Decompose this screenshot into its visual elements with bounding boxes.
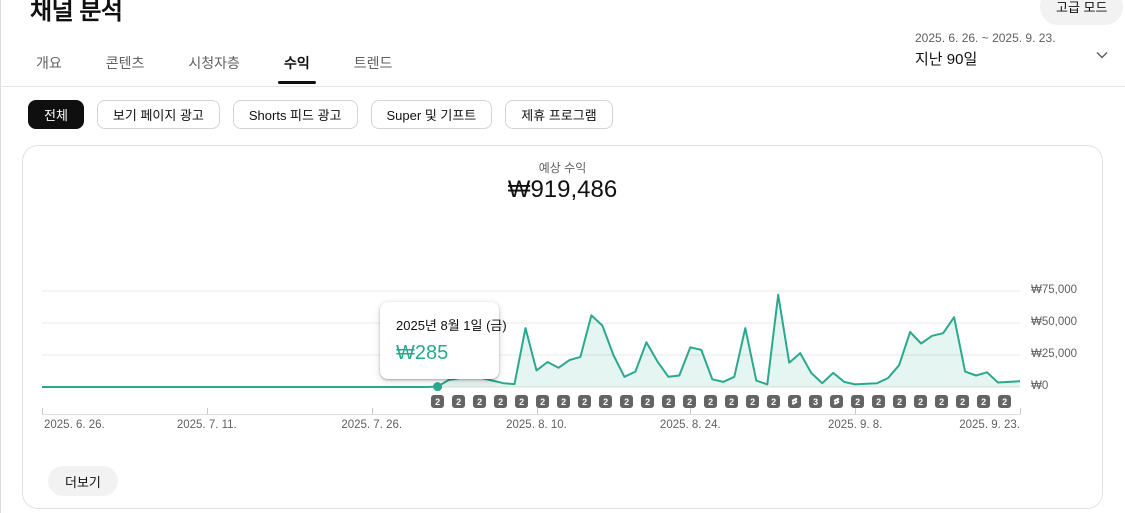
video-count-badge[interactable]: 2 [998,395,1012,408]
chevron-down-icon[interactable] [1092,45,1112,65]
video-count-badge[interactable]: 2 [641,395,655,408]
x-axis-label: 2025. 7. 11. [176,419,237,431]
x-axis-label: 2025. 7. 26. [341,419,403,431]
video-count-badge[interactable]: 2 [515,395,529,408]
see-more-button[interactable]: 더보기 [48,466,118,496]
x-axis-tick [42,408,43,414]
x-axis-label: 2025. 8. 24. [659,419,721,431]
tab-audience[interactable]: 시청자층 [188,55,240,71]
x-axis-tick [206,408,208,414]
video-count-badge[interactable]: 2 [599,395,613,408]
x-axis-label: 2025. 8. 10. [506,419,567,431]
video-count-badge[interactable]: 2 [620,395,634,408]
page-title: 채널 분석 [30,0,123,25]
x-axis-label: 2025. 9. 23. [959,419,1020,431]
video-count-badge[interactable]: 2 [683,395,697,408]
chart-card [22,145,1103,509]
video-count-badge[interactable]: 2 [977,395,991,408]
x-axis-line [42,414,1020,415]
video-count-badge[interactable]: 2 [935,395,949,408]
video-count-badge[interactable]: 2 [893,395,907,408]
video-count-badge[interactable]: 2 [746,395,760,408]
active-tab-underline [277,81,316,84]
x-axis-tick [690,408,692,414]
video-count-badge[interactable]: 2 [473,395,487,408]
video-count-badge[interactable]: 2 [578,395,592,408]
x-axis-tick [371,408,373,414]
tab-content[interactable]: 콘텐츠 [105,55,145,71]
highlighted-point[interactable] [433,382,443,392]
tooltip-value: ₩285 [396,342,449,364]
filter-chip-all[interactable]: 전체 [28,100,84,129]
page-left-border [0,0,1,513]
tooltip-date: 2025년 8월 1일 (금) [396,318,507,333]
video-count-badge[interactable]: 2 [536,395,550,408]
chart-line [42,293,1020,388]
date-range-text: 2025. 6. 26. ~ 2025. 9. 23. [915,31,1056,45]
video-count-badge[interactable]: 2 [956,395,970,408]
x-axis-tick [536,408,538,414]
filter-chip-shorts-feed-ads[interactable]: Shorts 피드 광고 [232,100,358,129]
filter-chip-affiliate[interactable]: 제휴 프로그램 [505,100,613,129]
y-axis-label: ₩0 [1031,380,1049,392]
shorts-icon[interactable] [830,395,844,408]
x-axis-tick [1020,408,1021,414]
video-count-badge[interactable]: 2 [662,395,676,408]
tab-revenue[interactable]: 수익 [262,40,332,86]
tab-trends[interactable]: 트렌드 [353,55,393,71]
video-count-badge[interactable]: 2 [452,395,466,408]
video-count-badge[interactable]: 2 [494,395,508,408]
tab-overview[interactable]: 개요 [36,55,62,71]
video-count-badge[interactable]: 2 [557,395,571,408]
y-axis-label: ₩25,000 [1031,348,1078,360]
video-count-badge[interactable]: 2 [431,395,445,408]
revenue-area-chart[interactable] [42,270,1020,414]
video-count-badge[interactable]: 2 [725,395,739,408]
video-count-badge[interactable]: 2 [704,395,718,408]
video-count-badge[interactable]: 2 [851,395,865,408]
analytics-tabs: 개요 콘텐츠 시청자층 수익 트렌드 [14,40,414,86]
shorts-icon[interactable] [788,395,802,408]
y-axis-label: ₩50,000 [1031,316,1078,328]
chart-area-fill [42,294,1020,387]
chart-tooltip: 2025년 8월 1일 (금) ₩285 [380,302,507,379]
x-axis-label: 2025. 6. 26. [44,419,105,431]
video-count-badge[interactable]: 2 [872,395,886,408]
revenue-filter-chips: 전체 보기 페이지 광고 Shorts 피드 광고 Super 및 기프트 제휴 프로그… [28,100,613,129]
video-count-badge[interactable]: 2 [914,395,928,408]
header-divider [0,86,1125,87]
advanced-mode-button[interactable]: 고급 모드 [1040,0,1124,25]
metric-label: 예상 수익 [538,161,587,175]
x-axis-tick [855,408,857,414]
date-range-selector[interactable]: 2025. 6. 26. ~ 2025. 9. 23. 지난 90일 [915,31,1055,69]
filter-chip-watch-page-ads[interactable]: 보기 페이지 광고 [96,100,220,129]
y-axis-label: ₩75,000 [1031,284,1078,296]
video-count-badge[interactable]: 2 [767,395,781,408]
metric-value: ₩919,486 [507,176,618,203]
date-range-preset: 지난 90일 [915,51,978,68]
x-axis-label: 2025. 9. 8. [828,419,883,431]
video-count-badge[interactable]: 3 [809,395,823,408]
filter-chip-super-gifts[interactable]: Super 및 기프트 [370,100,493,129]
